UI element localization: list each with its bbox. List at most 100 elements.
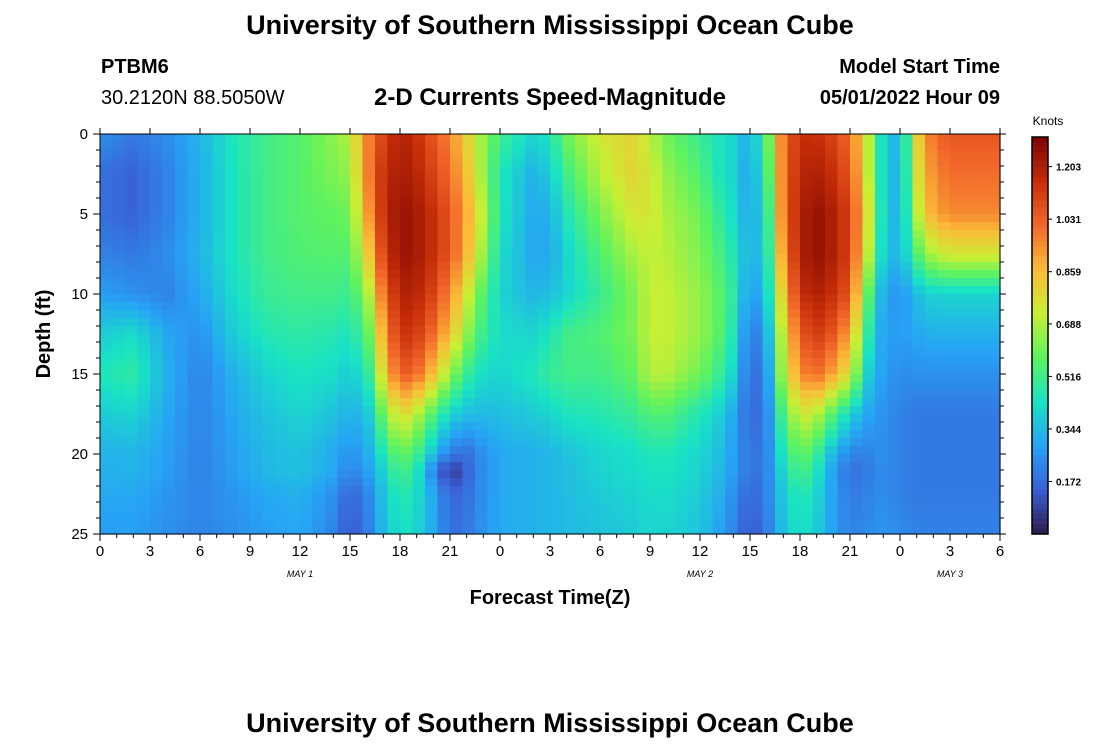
heatmap-cell [412,158,426,167]
heatmap-cell [475,414,489,423]
heatmap-cell [737,262,751,271]
heatmap-cell [687,454,701,463]
heatmap-cell [200,206,214,215]
heatmap-cell [625,254,639,263]
heatmap-cell [175,134,189,143]
heatmap-cell [275,486,289,495]
heatmap-cell [937,350,951,359]
heatmap-cell [112,222,126,231]
heatmap-cell [337,222,351,231]
heatmap-cell [375,470,389,479]
heatmap-cell [150,470,164,479]
heatmap-cell [362,414,376,423]
heatmap-cell [575,510,589,519]
colorbar-band [1032,524,1048,530]
heatmap-cell [300,142,314,151]
heatmap-cell [587,390,601,399]
heatmap-cell [287,422,301,431]
heatmap-cell [275,342,289,351]
heatmap-cell [937,214,951,223]
heatmap-cell [575,150,589,159]
heatmap-cell [675,206,689,215]
heatmap-cell [287,454,301,463]
heatmap-cell [800,454,814,463]
heatmap-cell [375,446,389,455]
heatmap-cell [187,454,201,463]
heatmap-cell [837,254,851,263]
heatmap-cell [475,262,489,271]
heatmap-cell [687,150,701,159]
heatmap-cell [875,478,889,487]
heatmap-cell [900,430,914,439]
heatmap-cell [787,326,801,335]
heatmap-cell [225,302,239,311]
heatmap-cell [912,382,926,391]
heatmap-cell [812,486,826,495]
heatmap-cell [375,150,389,159]
heatmap-cell [425,478,439,487]
heatmap-cell [425,374,439,383]
heatmap-cell [912,254,926,263]
heatmap-cell [275,374,289,383]
heatmap-cell [562,374,576,383]
heatmap-cell [362,494,376,503]
colorbar-band [1032,226,1048,232]
heatmap-cell [487,294,501,303]
heatmap-cell [887,390,901,399]
heatmap-cell [237,238,251,247]
heatmap-cell [225,398,239,407]
heatmap-cell [825,510,839,519]
heatmap-cell [975,214,989,223]
heatmap-cell [187,382,201,391]
heatmap-cell [550,262,564,271]
heatmap-cell [725,310,739,319]
heatmap-cell [450,174,464,183]
heatmap-cell [937,166,951,175]
heatmap-cell [450,454,464,463]
heatmap-cell [800,374,814,383]
heatmap-cell [675,302,689,311]
heatmap-cell [637,382,651,391]
heatmap-cell [675,270,689,279]
heatmap-cell [625,438,639,447]
heatmap-cell [700,366,714,375]
heatmap-cell [137,334,151,343]
heatmap-cell [287,374,301,383]
heatmap-cell [475,518,489,527]
heatmap-cell [975,430,989,439]
heatmap-cell [287,318,301,327]
heatmap-cell [187,318,201,327]
heatmap-cell [675,446,689,455]
heatmap-cell [637,446,651,455]
heatmap-cell [200,230,214,239]
heatmap-cell [662,510,676,519]
heatmap-cell [200,142,214,151]
heatmap-cell [312,206,326,215]
heatmap-cell [662,406,676,415]
heatmap-cell [625,206,639,215]
heatmap-cell [362,198,376,207]
heatmap-cell [375,518,389,527]
heatmap-cell [112,254,126,263]
colorbar-tick-label: 1.031 [1056,215,1081,226]
heatmap-cell [600,334,614,343]
heatmap-cell [437,374,451,383]
heatmap-cell [575,462,589,471]
heatmap-cell [175,334,189,343]
heatmap-cell [500,222,514,231]
heatmap-cell [462,310,476,319]
heatmap-cell [500,342,514,351]
heatmap-cell [387,478,401,487]
heatmap-cell [812,502,826,511]
heatmap-cell [325,406,339,415]
heatmap-cell [187,214,201,223]
heatmap-cell [687,518,701,527]
heatmap-cell [475,446,489,455]
heatmap-cell [175,222,189,231]
heatmap-cell [462,302,476,311]
heatmap-cell [425,470,439,479]
heatmap-cell [562,302,576,311]
heatmap-cell [275,414,289,423]
heatmap-cell [150,414,164,423]
heatmap-cell [875,238,889,247]
